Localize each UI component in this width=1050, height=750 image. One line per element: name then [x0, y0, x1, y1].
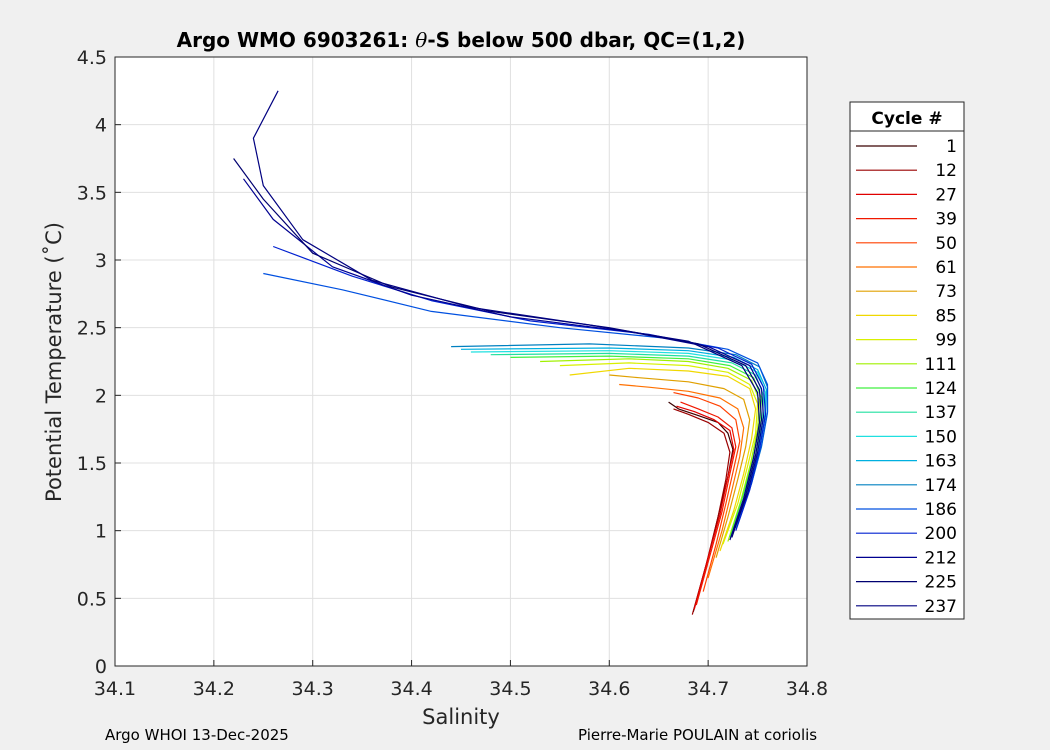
legend-label: 50	[935, 234, 957, 254]
legend-label: 163	[925, 452, 957, 472]
legend-label: 1	[946, 137, 957, 157]
series-line-cycle-27	[676, 405, 735, 610]
y-tick-label: 4.5	[77, 47, 107, 69]
y-tick-label: 3.5	[77, 182, 107, 204]
title-suffix: -S below 500 dbar, QC=(1,2)	[427, 28, 745, 52]
x-tick-labels: 34.1 34.2 34.3 34.4 34.5 34.6 34.7 34.8	[94, 678, 828, 700]
chart-title: Argo WMO 6903261: θ-S below 500 dbar, QC…	[177, 28, 746, 52]
title-theta: θ	[415, 28, 427, 52]
legend-label: 237	[925, 597, 957, 617]
legend-label: 137	[925, 403, 957, 423]
series-group	[233, 90, 769, 615]
legend: Cycle # 1 12 27 39 50 61 73 85 99 111 124 137 150 163…	[849, 101, 965, 620]
series-line-cycle-73	[609, 374, 751, 558]
y-tick-labels: 0 0.5 1 1.5 2 2.5 3 3.5 4 4.5	[77, 47, 107, 678]
x-tick-label: 34.6	[588, 678, 630, 700]
legend-entries: 1 12 27 39 50 61 73 85 99 111 124 137 150 163 174 186 20…	[856, 137, 957, 617]
y-tick-label: 2	[95, 385, 107, 407]
legend-title: Cycle #	[871, 109, 942, 129]
y-tick-label: 1	[95, 521, 107, 543]
legend-label: 12	[935, 161, 957, 181]
series-line-cycle-124	[510, 355, 763, 538]
x-tick-label: 34.1	[94, 678, 136, 700]
legend-label: 186	[925, 500, 957, 520]
legend-label: 39	[935, 210, 957, 230]
series-line-cycle-186	[263, 272, 769, 525]
y-tick-label: 2.5	[77, 318, 107, 340]
legend-label: 200	[925, 524, 957, 544]
x-axis-label: Salinity	[422, 705, 500, 729]
plot-frame	[114, 56, 808, 667]
legend-label: 174	[925, 476, 957, 496]
series-line-cycle-237	[252, 90, 761, 541]
legend-label: 27	[935, 185, 957, 205]
y-tick-label: 0.5	[77, 588, 107, 610]
x-tick-label: 34.4	[390, 678, 432, 700]
y-tick-label: 3	[95, 250, 107, 272]
legend-label: 61	[935, 258, 957, 278]
x-tick-label: 34.2	[193, 678, 235, 700]
series-line-cycle-225	[233, 158, 763, 538]
x-tick-label: 34.3	[292, 678, 334, 700]
series-line-cycle-61	[619, 383, 745, 579]
y-axis-label: Potential Temperature (˚C)	[42, 222, 66, 502]
footer-left: Argo WHOI 13-Dec-2025	[105, 726, 289, 744]
series-line-cycle-212	[243, 178, 765, 534]
legend-label: 225	[925, 573, 957, 593]
legend-label: 85	[935, 306, 957, 326]
x-tick-label: 34.7	[687, 678, 729, 700]
series-line-cycle-111	[540, 358, 761, 542]
y-tick-label: 0	[95, 656, 107, 678]
legend-label: 124	[925, 379, 957, 399]
grid-lines	[114, 56, 808, 667]
legend-label: 212	[925, 548, 957, 568]
series-line-cycle-85	[569, 367, 757, 552]
legend-label: 73	[935, 282, 957, 302]
series-line-cycle-99	[559, 362, 759, 545]
x-tick-label: 34.8	[786, 678, 828, 700]
legend-label: 99	[935, 331, 957, 351]
x-tick-label: 34.5	[489, 678, 531, 700]
title-prefix: Argo WMO 6903261:	[177, 28, 416, 52]
legend-label: 150	[925, 427, 957, 447]
y-tick-label: 4	[95, 115, 107, 137]
series-line-cycle-50	[673, 392, 741, 592]
legend-label: 111	[925, 355, 957, 375]
footer-right: Pierre-Marie POULAIN at coriolis	[578, 726, 818, 744]
y-tick-label: 1.5	[77, 453, 107, 475]
series-line-cycle-39	[680, 401, 737, 606]
